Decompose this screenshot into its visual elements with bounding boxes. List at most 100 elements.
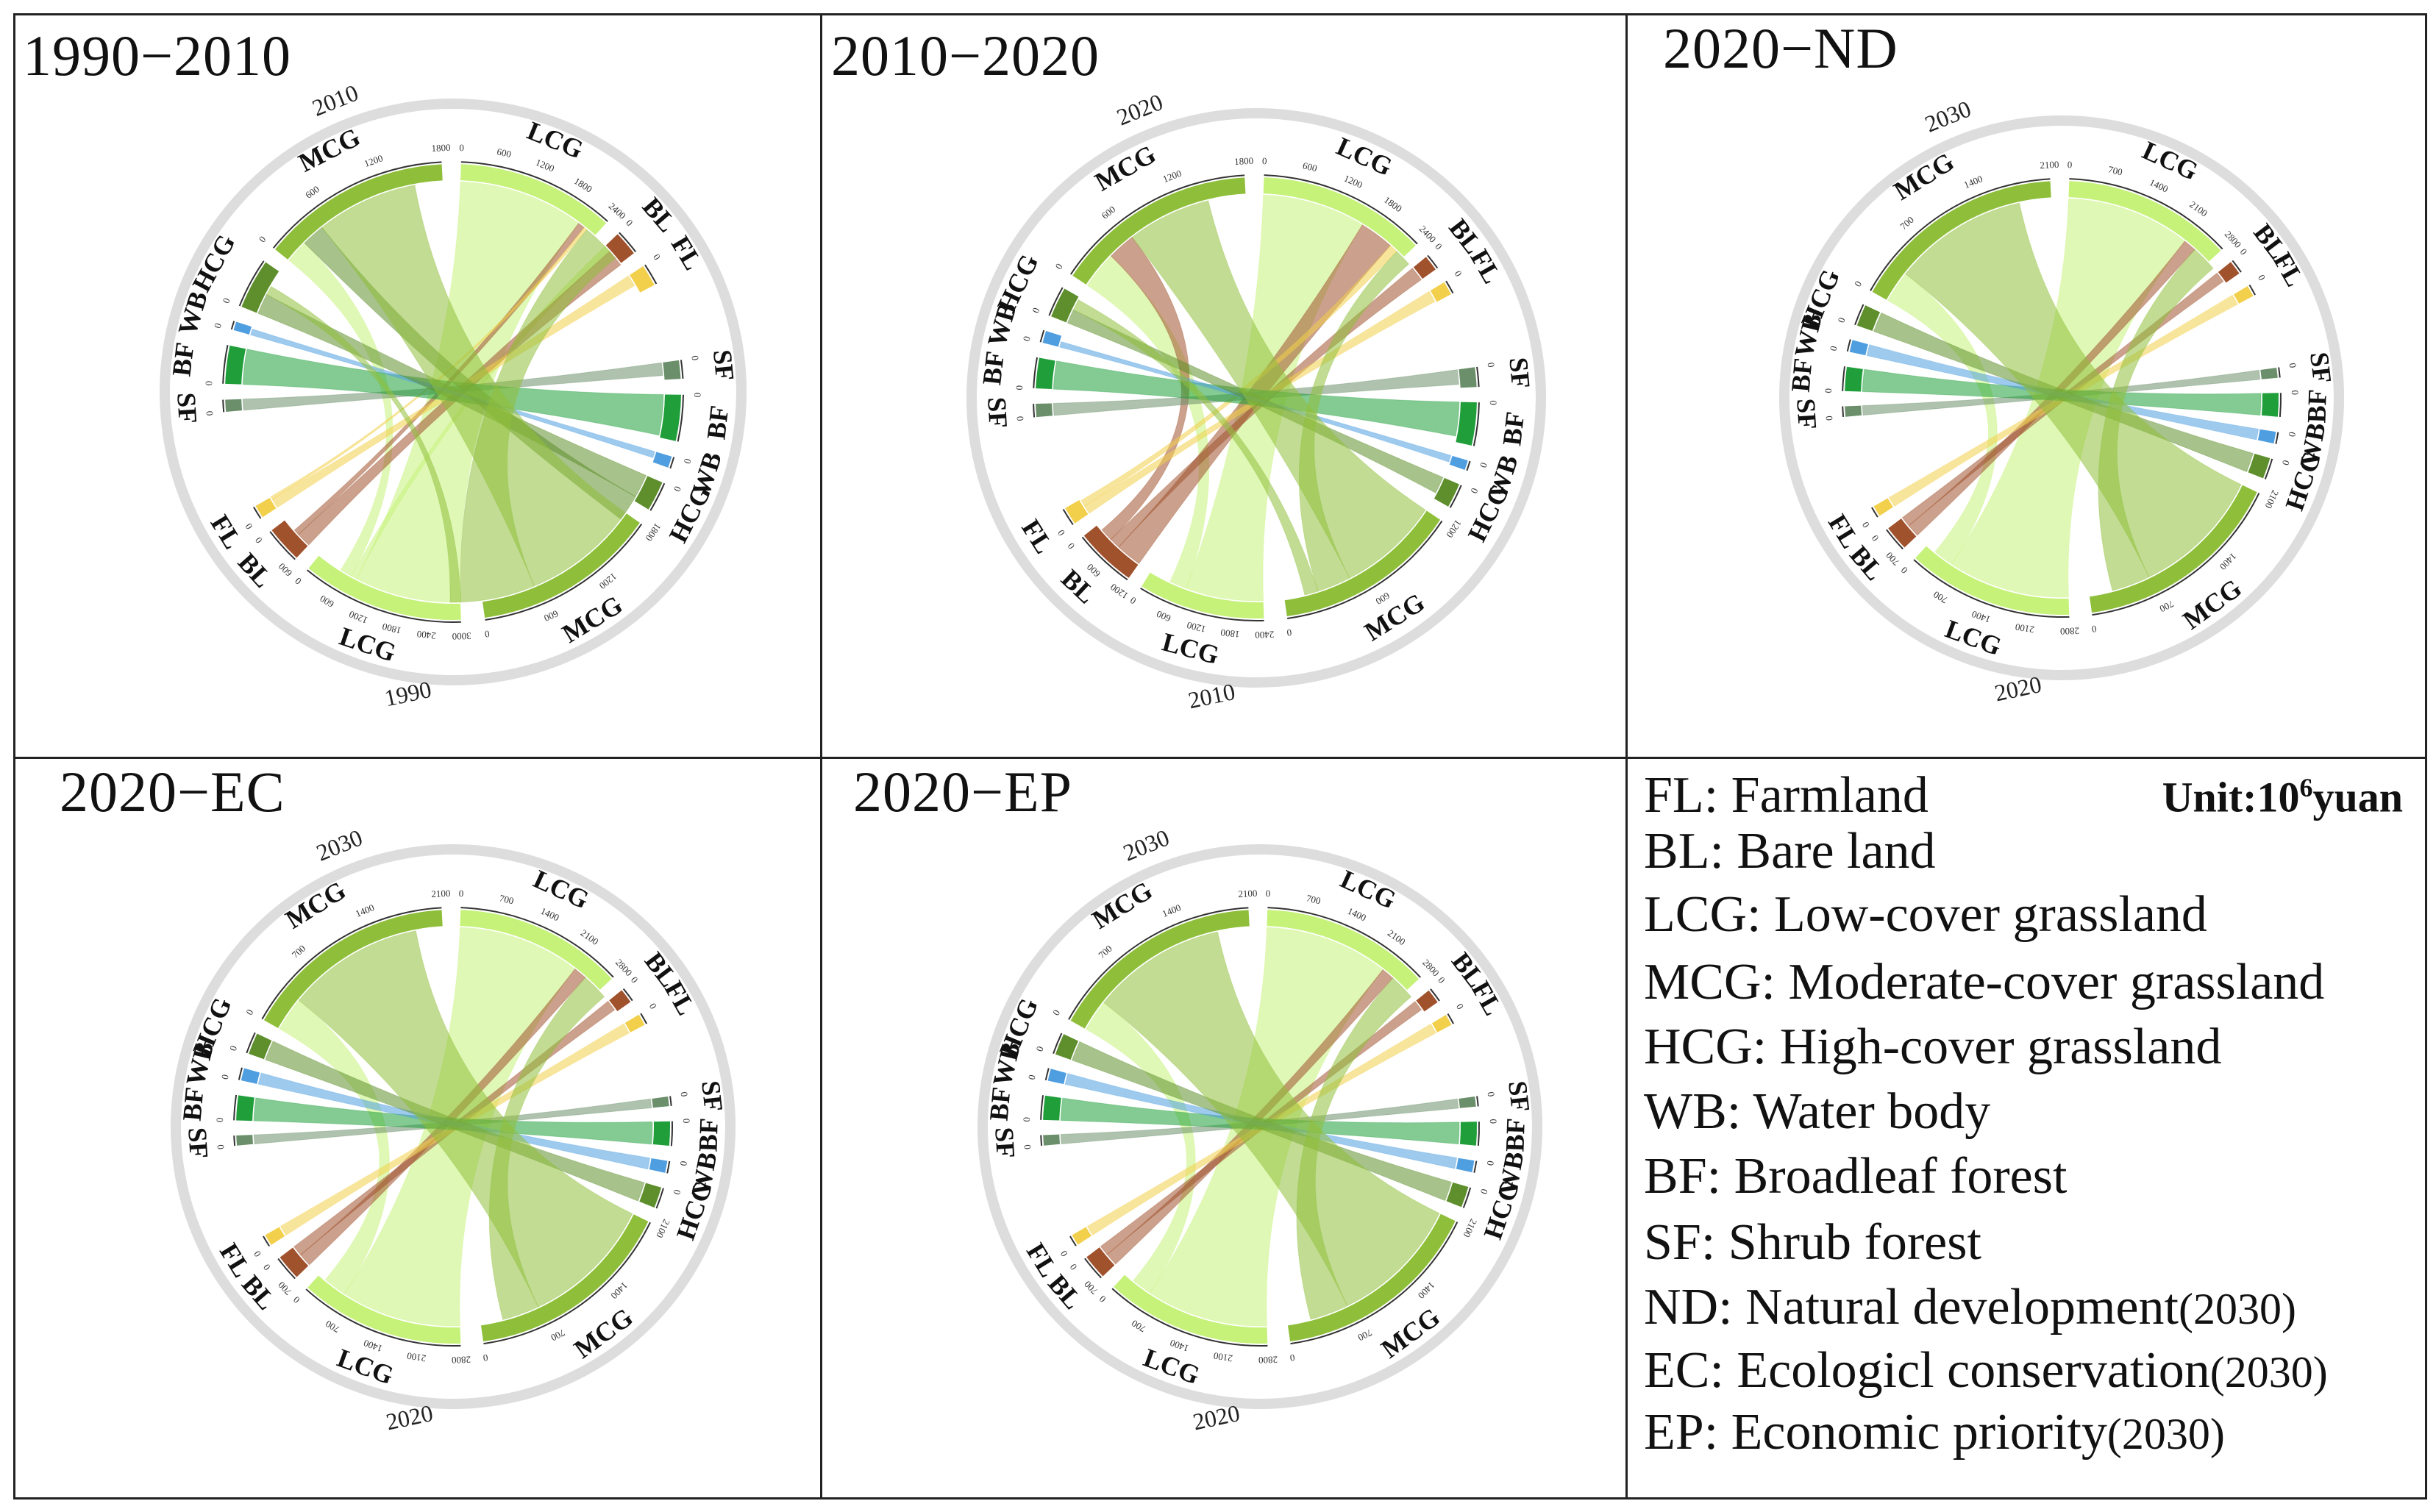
bottom-tick-mcg: 2100: [1461, 1217, 1480, 1239]
bottom-tick-bl: 0: [261, 1262, 273, 1272]
chord-mcg-to-lcg: [488, 977, 605, 1321]
top-arc-mcg: [275, 164, 443, 260]
bottom-tick-lcg: 700: [1130, 1318, 1147, 1335]
bottom-axis-bl: [277, 1258, 296, 1280]
legend-item-mcg: MCG: Moderate-cover grassland: [1644, 954, 2325, 1010]
bottom-tick-lcg: 3000: [452, 630, 471, 642]
top-axis-wb: [1044, 1068, 1050, 1081]
top-tick-bf: 0: [1823, 388, 1834, 393]
bottom-label-bf: BF: [1500, 1118, 1530, 1152]
legend-item-bf: BF: Broadleaf forest: [1644, 1148, 2068, 1205]
top-arc-wb: [1849, 340, 1868, 356]
bottom-arc-sf: [1459, 1096, 1476, 1108]
top-tick-wb: 0: [212, 322, 224, 329]
bottom-tick-lcg: 2800: [1258, 1354, 1278, 1366]
bottom-arc-fl: [255, 498, 277, 518]
bottom-arc-bl: [271, 520, 308, 558]
chord-panel-1990-2010: 2010 1990 0 SF 0 BF 0 WB 0 HCG 0 600 1200 1800 MCG 0 600…: [13, 13, 822, 759]
bottom-axis-sf: [2278, 367, 2281, 378]
bottom-tick-lcg: 700: [324, 1318, 341, 1335]
legend-item-fl: FL: Farmland: [1644, 767, 1929, 824]
top-arc-fl: [2233, 285, 2254, 304]
top-tick-bl: 0: [1436, 974, 1447, 985]
top-arc-fl: [1431, 1015, 1452, 1033]
top-arc-bl: [1416, 990, 1438, 1012]
bottom-tick-bl: 0: [1065, 541, 1077, 551]
bottom-axis-bf: [670, 1121, 673, 1147]
bottom-year-label: 1990: [382, 676, 434, 712]
bottom-tick-lcg: 600: [1155, 608, 1172, 624]
bottom-axis-bl: [1081, 536, 1128, 581]
bottom-tick-hcg: 0: [2280, 459, 2292, 466]
top-tick-sf: 0: [215, 1144, 227, 1150]
bottom-axis-fl: [1062, 509, 1074, 525]
top-arc-lcg: [1267, 910, 1420, 991]
top-axis-sf: [1842, 406, 1845, 418]
legend-item-wb: WB: Water body: [1644, 1083, 1991, 1140]
bottom-tick-bf: 0: [1488, 400, 1499, 405]
bottom-tick-lcg: 2800: [452, 1354, 471, 1366]
bottom-arc-sf: [663, 360, 681, 380]
top-tick-bf: 0: [203, 381, 214, 386]
bottom-tick-lcg: 1800: [381, 621, 402, 636]
top-axis-fl: [1445, 280, 1454, 294]
top-tick-hcg: 0: [227, 1044, 239, 1052]
chord-ribbons: [253, 927, 653, 1327]
top-label-sf: SF: [182, 1127, 214, 1159]
top-tick-lcg: 1400: [539, 905, 561, 923]
top-tick-lcg: 2800: [613, 957, 635, 978]
top-tick-lcg: 0: [1266, 888, 1271, 899]
top-arc-bf: [225, 345, 246, 385]
top-tick-fl: 0: [651, 252, 663, 263]
top-axis-bf: [222, 345, 229, 384]
bottom-tick-bl: 0: [1869, 533, 1881, 543]
chord-mcg-to-lcg: [1296, 977, 1412, 1320]
bottom-label-bf: BF: [693, 1117, 723, 1152]
top-arc-fl: [624, 1014, 645, 1033]
top-year-label: 2030: [1921, 95, 1975, 137]
top-tick-mcg: 1400: [1161, 902, 1183, 919]
bottom-axis-hcg: [655, 1188, 664, 1209]
top-tick-wb: 0: [1828, 345, 1840, 352]
top-axis-hcg: [1048, 287, 1064, 316]
chord-mcg-to-mcg: [298, 930, 633, 1308]
bottom-tick-mcg: 0: [482, 1352, 489, 1364]
top-tick-lcg: 2800: [1420, 957, 1442, 978]
bottom-year-label: 2020: [384, 1399, 435, 1436]
top-year-label: 2010: [308, 79, 362, 121]
legend-item-sf: SF: Shrub forest: [1644, 1214, 1981, 1271]
top-axis-bf: [1842, 366, 1846, 391]
bottom-arc-sf: [1459, 367, 1477, 388]
bottom-arc-hcg: [634, 476, 663, 510]
bottom-tick-hcg: 0: [672, 485, 683, 493]
top-axis-bf: [1033, 357, 1039, 389]
top-tick-lcg: 1800: [572, 175, 594, 195]
bottom-tick-sf: 0: [2287, 363, 2299, 369]
top-tick-mcg: 600: [303, 183, 321, 200]
top-tick-mcg: 1400: [1962, 173, 1984, 190]
bottom-label-sf: SF: [708, 349, 740, 382]
top-tick-mcg: 2100: [431, 888, 451, 899]
bottom-arc-sf: [2260, 367, 2278, 379]
top-tick-bf: 0: [214, 1117, 225, 1122]
chord-mcg-to-mcg: [321, 185, 626, 587]
top-tick-mcg: 1200: [363, 152, 384, 169]
bottom-arc-bf: [652, 1121, 670, 1147]
top-arc-fl: [1430, 282, 1451, 302]
top-arc-hcg: [1856, 305, 1881, 331]
top-axis-fl: [644, 264, 658, 285]
chord-mcg-to-mcg: [1131, 200, 1426, 579]
top-arc-bf: [1036, 357, 1055, 390]
bottom-tick-mcg: 1200: [1444, 518, 1464, 540]
bottom-tick-bl: 0: [1067, 1262, 1079, 1272]
top-axis-hcg: [238, 260, 265, 307]
top-arc-bl: [605, 234, 634, 263]
top-arc-sf: [1036, 403, 1053, 418]
top-label-bf: BF: [977, 349, 1010, 386]
top-tick-lcg: 700: [499, 892, 515, 906]
bottom-arc-wb: [1449, 455, 1468, 470]
top-tick-mcg: 2100: [1238, 888, 1258, 899]
bottom-tick-lcg: 1200: [1186, 619, 1207, 635]
top-label-bf: BF: [166, 340, 199, 377]
bottom-axis-fl: [1069, 1235, 1077, 1247]
